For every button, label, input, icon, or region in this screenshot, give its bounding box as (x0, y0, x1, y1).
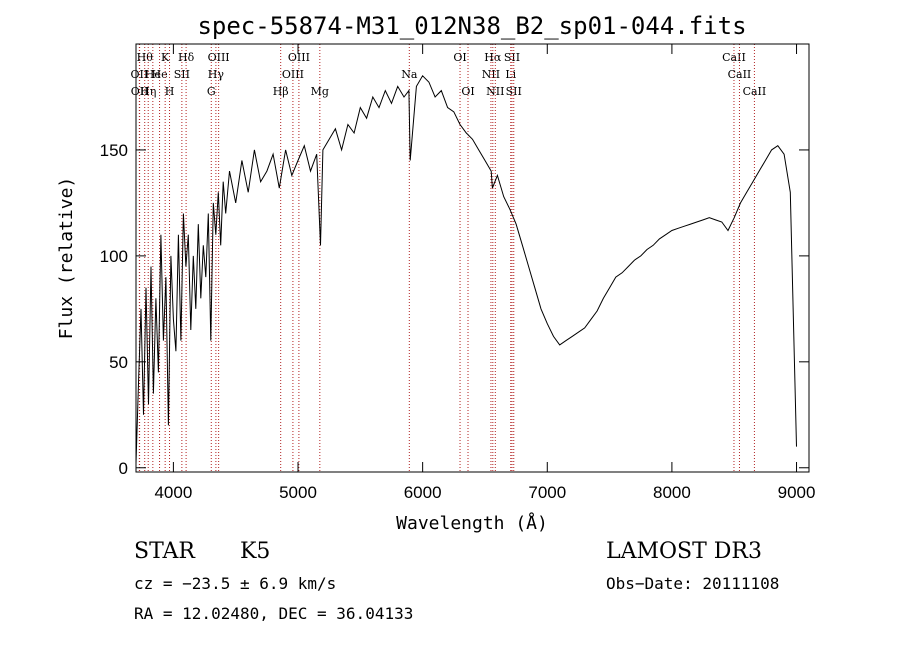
line-marker-label: Hδ (178, 51, 195, 64)
survey-name: LAMOST DR3 (606, 539, 762, 564)
line-marker-label: OII (131, 85, 149, 98)
line-marker-label: NII (486, 85, 504, 98)
line-marker-label: OIII (208, 51, 230, 64)
line-marker-label: SII (504, 51, 520, 64)
line-marker-label: SII (506, 85, 522, 98)
line-marker-label: OI (453, 51, 466, 64)
line-marker-label: OIII (288, 51, 310, 64)
plot-frame (135, 43, 810, 473)
line-markers: OIIOIIHθHηHeHeKHSIIHδGHγOIIIHβOIIIOIIIMg… (131, 44, 767, 472)
line-marker-label: H (165, 85, 175, 98)
line-marker-label: He (145, 68, 161, 81)
y-tick-label: 150 (100, 141, 128, 160)
line-marker-label: Hη (140, 85, 156, 98)
x-tick-label: 7000 (528, 483, 566, 502)
line-marker-label: CaII (728, 68, 752, 81)
x-tick-label: 6000 (404, 483, 442, 502)
redshift-line: cz = −23.5 ± 6.9 km/s (134, 574, 337, 593)
line-marker-label: G (207, 85, 216, 98)
line-marker-label: Li (505, 68, 516, 81)
line-marker-label: He (152, 68, 168, 81)
line-marker-label: NII (482, 68, 500, 81)
y-tick-label: 50 (109, 353, 128, 372)
flux-series-line (135, 74, 797, 464)
line-marker-label: Hα (484, 51, 502, 64)
line-marker-label: OI (461, 85, 474, 98)
line-marker-label: CaII (743, 85, 767, 98)
line-marker-label: Hγ (208, 68, 225, 81)
line-marker-label: CaII (722, 51, 746, 64)
line-marker-label: Mg (311, 85, 329, 98)
y-axis-label: Flux (relative) (56, 177, 77, 340)
x-axis-label: Wavelength (Å) (396, 512, 548, 534)
line-marker-label: Na (401, 68, 418, 81)
line-marker-label: Hβ (273, 85, 289, 98)
line-marker-label: K (161, 51, 170, 64)
axis-ticks: 4000 5000 6000 7000 8000 9000 0 50 100 150 (100, 44, 816, 502)
x-tick-label: 4000 (154, 483, 192, 502)
x-tick-label: 8000 (653, 483, 691, 502)
object-subclass: K5 (240, 539, 271, 564)
line-marker-label: OIII (282, 68, 304, 81)
chart-title: spec-55874-M31_012N38_B2_sp01-044.fits (197, 12, 746, 40)
line-marker-label: Hθ (137, 51, 154, 64)
obs-date: Obs−Date: 20111108 (606, 574, 780, 593)
x-tick-label: 9000 (778, 483, 816, 502)
object-class: STAR (134, 539, 195, 564)
line-marker-label: SII (174, 68, 190, 81)
y-tick-label: 100 (100, 247, 128, 266)
coordinates: RA = 12.02480, DEC = 36.04133 (134, 604, 414, 623)
x-tick-label: 5000 (279, 483, 317, 502)
y-tick-label: 0 (119, 459, 128, 478)
